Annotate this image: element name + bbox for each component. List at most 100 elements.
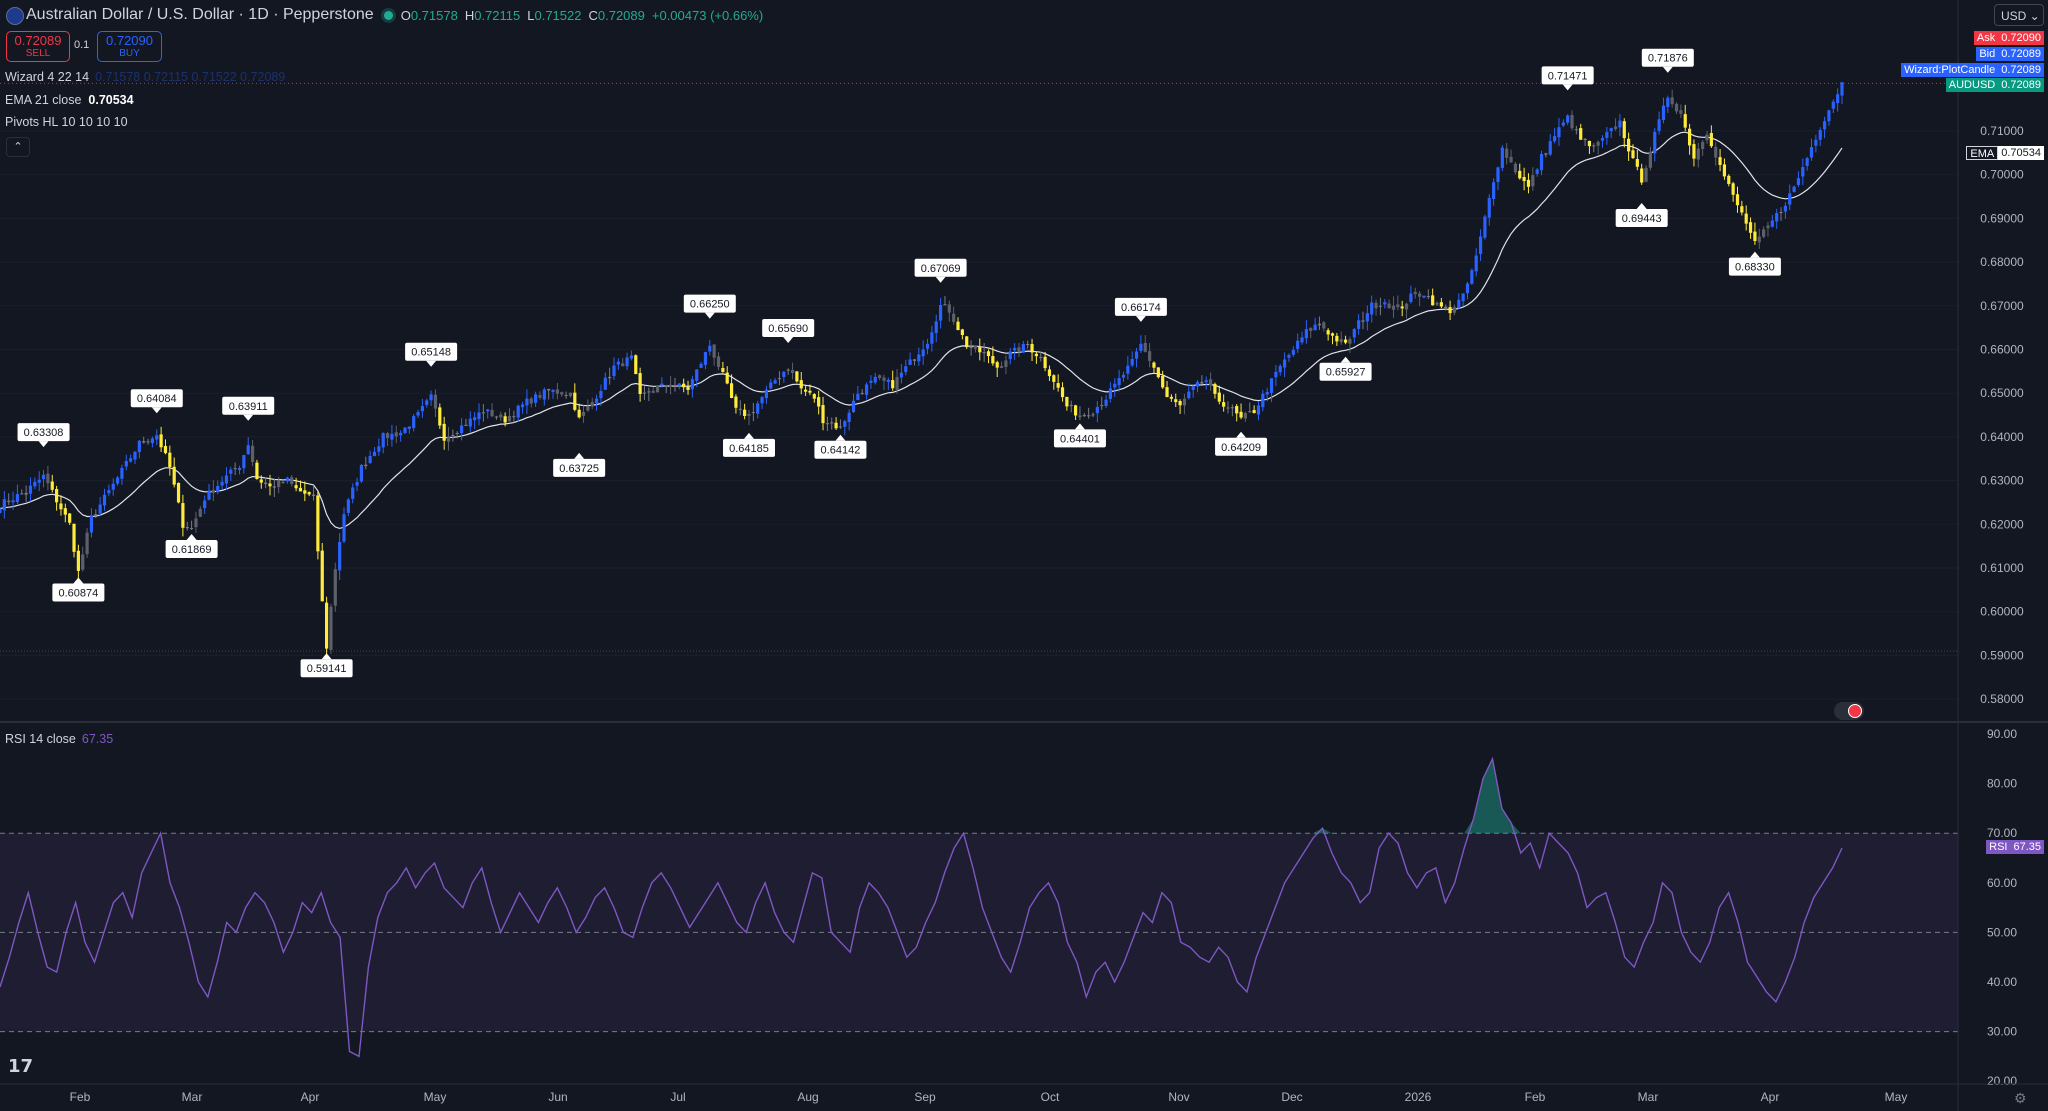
candle-body <box>342 514 346 542</box>
candle-body <box>0 508 2 513</box>
pivot-box <box>814 440 867 459</box>
candle-body <box>1187 391 1191 399</box>
gear-icon[interactable]: ⚙ <box>2014 1090 2027 1106</box>
candle-body <box>664 385 668 387</box>
candle-body <box>1252 410 1256 413</box>
price-tick-label: 0.59000 <box>1980 648 2024 662</box>
candle-body <box>1770 220 1774 227</box>
buy-label: BUY <box>119 47 140 59</box>
candle-body <box>1779 212 1783 214</box>
rsi-tag-value: 67.35 <box>2010 840 2044 854</box>
candle-body <box>1030 344 1034 353</box>
candle-body <box>1104 399 1108 407</box>
pivot-label: 0.71471 <box>1541 66 1594 91</box>
candle-body <box>1287 355 1291 358</box>
candle-body <box>999 366 1004 368</box>
candle-body <box>1400 306 1404 309</box>
candle-body <box>473 417 477 421</box>
legend-wizard[interactable]: Wizard 4 22 14 0.71578 0.72115 0.71522 0.… <box>5 70 285 84</box>
tradingview-logo-icon[interactable]: 17 <box>8 1056 34 1077</box>
candle-body <box>11 500 15 503</box>
time-tick-label: Aug <box>797 1090 818 1104</box>
sell-button[interactable]: 0.72089 SELL <box>6 31 70 62</box>
candle-body <box>1474 255 1478 272</box>
economic-events-icon[interactable] <box>1834 702 1864 720</box>
candle-body <box>1818 130 1822 140</box>
candle-body <box>1505 148 1509 158</box>
time-tick-label: Feb <box>70 1090 91 1104</box>
candle-body <box>882 377 886 381</box>
currency-selector[interactable]: USD ⌄ <box>1994 4 2044 26</box>
rsi-tick-label: 60.00 <box>1987 876 2017 890</box>
symbol-title[interactable]: Australian Dollar / U.S. Dollar · 1D · P… <box>26 6 374 23</box>
candle-body <box>359 464 364 482</box>
candle-body <box>1213 383 1217 394</box>
candle-body <box>586 406 590 411</box>
pivot-label: 0.66174 <box>1114 297 1167 322</box>
candle-body <box>1705 134 1709 141</box>
candle-body <box>1396 304 1400 308</box>
candle-body <box>808 390 812 393</box>
candle-body <box>255 462 259 480</box>
rsi-tick-label: 50.00 <box>1987 925 2017 939</box>
pivot-box <box>222 396 275 415</box>
candle-body <box>33 481 37 487</box>
pivot-pointer <box>186 534 197 541</box>
candle-body <box>1426 296 1430 298</box>
candle-body <box>830 422 834 424</box>
pivot-box <box>165 540 218 559</box>
candle-body <box>451 434 455 436</box>
candle-body <box>1566 115 1570 123</box>
collapse-legend-button[interactable]: ⌃ <box>6 137 30 157</box>
candle-body <box>629 355 634 359</box>
candle-body <box>712 344 716 358</box>
pivot-label: 0.63308 <box>17 423 70 448</box>
candle-body <box>1296 340 1300 349</box>
candle-body <box>1696 148 1700 160</box>
low-label: L <box>527 7 535 23</box>
chart-header: Australian Dollar / U.S. Dollar · 1D · P… <box>0 0 770 30</box>
wizard-values: 0.71578 0.72115 0.71522 0.72089 <box>95 70 286 84</box>
candle-body <box>250 445 255 463</box>
candle-body <box>1518 170 1522 179</box>
legend-rsi[interactable]: RSI 14 close 67.35 <box>5 732 113 746</box>
candle-body <box>264 482 268 484</box>
bid-tag-name: Bid <box>1976 47 1999 61</box>
time-tick-label: Feb <box>1525 1090 1546 1104</box>
candle-body <box>1130 358 1134 366</box>
pivot-pointer <box>1135 315 1146 322</box>
candle-body <box>1087 415 1091 417</box>
candle-body <box>1322 322 1326 329</box>
candle-body <box>507 416 512 422</box>
candle-body <box>738 408 742 410</box>
candle-body <box>1687 128 1692 146</box>
candle-body <box>568 392 573 397</box>
candle-body <box>1805 158 1809 166</box>
time-tick-label: May <box>424 1090 447 1104</box>
candle-body <box>1304 329 1308 339</box>
pivot-box <box>300 659 353 678</box>
candle-body <box>1326 330 1330 335</box>
candle-body <box>1265 391 1269 395</box>
candle-body <box>1178 401 1182 406</box>
candle-body <box>1335 335 1339 342</box>
candle-body <box>869 380 873 383</box>
pivot-label: 0.66250 <box>683 294 736 319</box>
candle-body <box>1722 164 1727 177</box>
pivot-label: 0.64084 <box>130 389 183 414</box>
legend-pivots[interactable]: Pivots HL 10 10 10 10 <box>5 115 128 129</box>
candle-body <box>1709 133 1713 147</box>
price-tick-label: 0.68000 <box>1980 255 2024 269</box>
pivot-value: 0.69443 <box>1622 213 1662 225</box>
candle-body <box>416 412 420 416</box>
candle-body <box>573 392 577 410</box>
candle-body <box>1026 343 1030 346</box>
candle-body <box>2 499 6 511</box>
quantity-value[interactable]: 0.1 <box>74 39 90 51</box>
buy-button[interactable]: 0.72090 BUY <box>97 31 162 62</box>
candle-body <box>1531 175 1535 187</box>
candle-body <box>229 469 233 474</box>
candle-body <box>390 433 394 440</box>
legend-ema[interactable]: EMA 21 close 0.70534 <box>5 93 134 107</box>
